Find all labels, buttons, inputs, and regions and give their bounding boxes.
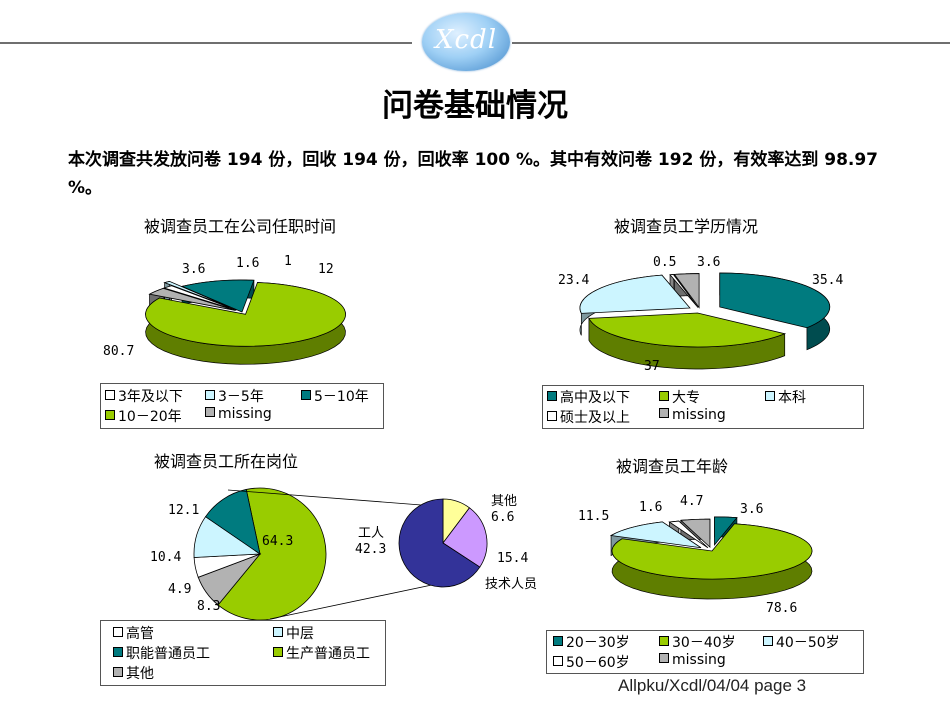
legend-item: 30－40岁 (659, 632, 736, 652)
data-label-edu-college: 37 (644, 359, 660, 374)
breakdown-label-tech: 技术人员 (485, 577, 538, 592)
pie-slice-工人 (398, 498, 481, 588)
intro-paragraph: 本次调查共发放问卷 194 份，回收 194 份，回收率 100 %。其中有效问… (68, 150, 879, 198)
data-label-pos-exec: 4.9 (168, 582, 192, 597)
breakdown-value-worker: 42.3 (355, 542, 387, 557)
pie-slice-职能普通员工 (204, 488, 261, 555)
legend-item: 3年及以下 (105, 386, 183, 406)
data-label-age-20-30: 3.6 (740, 502, 764, 517)
pie-slice-30－40岁 (611, 523, 813, 580)
legend-item: 10－20年 (105, 406, 182, 426)
data-label-age-40-50: 11.5 (578, 509, 610, 524)
legend-position: 高管 中层 职能普通员工 生产普通员工 其他 (100, 620, 386, 686)
legend-item: missing (205, 406, 272, 422)
chart-title-age: 被调查员工年龄 (616, 457, 729, 476)
pie-position-breakdown (398, 498, 488, 588)
page-title: 问卷基础情况 (382, 88, 568, 124)
data-label-tenure-3-5y: 1 (284, 254, 292, 269)
breakdown-value-other: 6.6 (491, 510, 515, 525)
pie-slice-高中及以下 (719, 272, 831, 329)
chart-title-tenure: 被调查员工在公司任职时间 (144, 217, 337, 236)
data-label-tenure-missing: 3.6 (182, 262, 206, 277)
legend-item: 生产普通员工 (273, 643, 370, 663)
breakdown-value-tech: 15.4 (497, 551, 529, 566)
data-label-edu-master: 0.5 (653, 255, 677, 270)
data-label-tenure-5-10y: 12 (318, 262, 334, 277)
pie-slice-3年及以下 (162, 285, 237, 311)
pie-slice-生产普通员工 (217, 487, 327, 621)
pie-slice-3－5年 (163, 280, 230, 308)
pie-3d-age (609, 516, 813, 600)
legend-item: 中层 (273, 623, 314, 643)
logo-text: Xcdl (434, 25, 498, 55)
pie-slice-硕士及以上 (669, 274, 699, 308)
page-footer: Allpku/Xcdl/04/04 page 3 (618, 676, 807, 695)
data-label-age-missing: 4.7 (680, 494, 704, 509)
breakdown-label-worker: 工人 (358, 526, 385, 541)
breakdown-connector-bottom (269, 581, 447, 620)
data-label-pos-production: 64.3 (262, 534, 294, 549)
data-label-age-30-40: 78.6 (766, 601, 798, 616)
pie-slice-大专 (588, 312, 787, 348)
legend-item: 高管 (113, 623, 154, 643)
pie-slice-5－10年 (180, 279, 255, 313)
pie-slice-10－20年 (145, 282, 346, 347)
data-label-edu-highschool: 35.4 (812, 273, 844, 288)
data-label-pos-other: 8.3 (197, 599, 221, 614)
legend-item: 20－30岁 (553, 632, 630, 652)
breakdown-connector-top (227, 489, 448, 508)
header-rule-right (512, 42, 950, 44)
legend-item: 本科 (765, 387, 806, 407)
pie-slice-50－60岁 (668, 520, 709, 549)
pie-slice-20－30岁 (714, 516, 738, 546)
data-label-pos-functional: 12.1 (168, 503, 200, 518)
pie-slice-40－50岁 (609, 521, 702, 549)
data-label-pos-middle: 10.4 (150, 550, 182, 565)
breakdown-label-other: 其他 (491, 494, 518, 509)
legend-item: 大专 (659, 387, 700, 407)
xcdl-logo: Xcdl (422, 13, 510, 71)
chart-title-position: 被调查员工所在岗位 (154, 452, 299, 471)
legend-item: 其他 (113, 663, 154, 683)
legend-education: 高中及以下 大专 本科 硕士及以上 missing (542, 385, 864, 429)
legend-age: 20－30岁 30－40岁 40－50岁 50－60岁 missing (546, 630, 864, 674)
data-label-edu-missing: 3.6 (697, 255, 721, 270)
legend-item: missing (659, 407, 726, 423)
pie-slice-本科 (579, 274, 691, 314)
chart-title-education: 被调查员工学历情况 (614, 217, 759, 236)
legend-item: 高中及以下 (547, 387, 630, 407)
header-rule-left (0, 42, 412, 44)
legend-item: missing (659, 652, 726, 668)
legend-item: 3－5年 (205, 386, 264, 406)
legend-item: 5－10年 (301, 386, 369, 406)
pie-slice-missing (673, 273, 700, 309)
data-label-age-50-60: 1.6 (639, 500, 663, 515)
pie-slice-missing (679, 518, 711, 549)
legend-item: 硕士及以上 (547, 407, 630, 427)
data-label-tenure-3y: 1.6 (236, 256, 260, 271)
legend-item: 50－60岁 (553, 652, 630, 672)
data-label-tenure-10-20y: 80.7 (103, 344, 135, 359)
legend-item: 职能普通员工 (113, 643, 210, 663)
pie-3d-education (579, 272, 831, 370)
legend-tenure: 3年及以下 3－5年 5－10年 10－20年 missing (100, 383, 384, 429)
pie-slice-技术人员 (442, 507, 488, 568)
pie-slice-missing (148, 287, 236, 311)
pie-3d-tenure (145, 279, 346, 365)
legend-item: 40－50岁 (763, 632, 840, 652)
data-label-edu-bachelor: 23.4 (558, 273, 590, 288)
pie-position (193, 487, 327, 621)
